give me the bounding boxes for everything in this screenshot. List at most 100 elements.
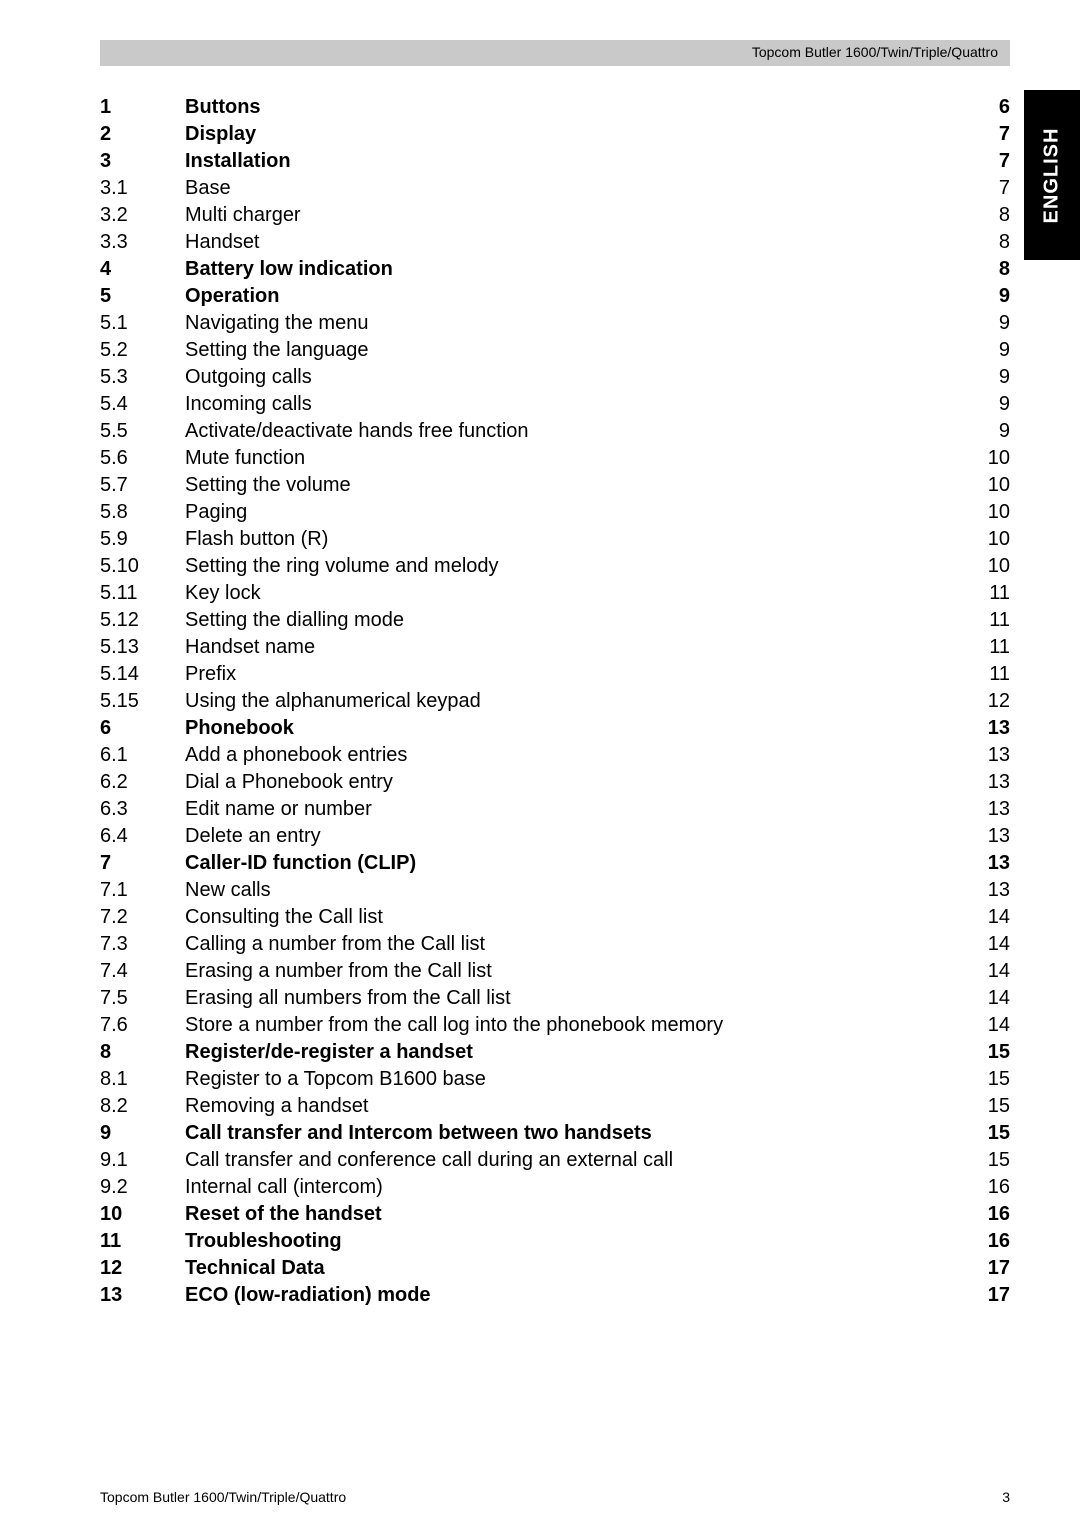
toc-number: 3.2	[100, 202, 185, 229]
toc-row: 9.1Call transfer and conference call dur…	[100, 1147, 1010, 1174]
toc-number: 1	[100, 94, 185, 121]
toc-number: 7.2	[100, 904, 185, 931]
toc-title: Troubleshooting	[185, 1228, 970, 1255]
toc-page: 9	[970, 391, 1010, 418]
toc-title: Activate/deactivate hands free function	[185, 418, 970, 445]
toc-row: 7.1New calls13	[100, 877, 1010, 904]
toc-page: 14	[970, 985, 1010, 1012]
toc-title: Buttons	[185, 94, 970, 121]
toc-page: 10	[970, 499, 1010, 526]
toc-title: Erasing a number from the Call list	[185, 958, 970, 985]
toc-title: Erasing all numbers from the Call list	[185, 985, 970, 1012]
toc-number: 13	[100, 1282, 185, 1309]
toc-page: 17	[970, 1255, 1010, 1282]
toc-row: 2Display7	[100, 121, 1010, 148]
header-bar: Topcom Butler 1600/Twin/Triple/Quattro	[100, 40, 1010, 66]
toc-page: 14	[970, 958, 1010, 985]
toc-row: 5.13Handset name11	[100, 634, 1010, 661]
toc-title: Phonebook	[185, 715, 970, 742]
toc-number: 10	[100, 1201, 185, 1228]
toc-row: 5.4Incoming calls9	[100, 391, 1010, 418]
toc-row: 4Battery low indication8	[100, 256, 1010, 283]
toc-page: 11	[970, 607, 1010, 634]
toc-page: 10	[970, 553, 1010, 580]
toc-page: 13	[970, 742, 1010, 769]
toc-number: 12	[100, 1255, 185, 1282]
toc-page: 13	[970, 850, 1010, 877]
toc-number: 7	[100, 850, 185, 877]
toc-number: 5.13	[100, 634, 185, 661]
toc-number: 7.1	[100, 877, 185, 904]
toc-row: 8.2Removing a handset15	[100, 1093, 1010, 1120]
toc-page: 14	[970, 904, 1010, 931]
toc-row: 8.1Register to a Topcom B1600 base15	[100, 1066, 1010, 1093]
toc-number: 8.2	[100, 1093, 185, 1120]
toc-row: 5.7Setting the volume10	[100, 472, 1010, 499]
toc-number: 5.9	[100, 526, 185, 553]
toc-page: 9	[970, 337, 1010, 364]
toc-page: 15	[970, 1120, 1010, 1147]
toc-page: 13	[970, 796, 1010, 823]
toc-title: Prefix	[185, 661, 970, 688]
toc-page: 13	[970, 823, 1010, 850]
toc-number: 8	[100, 1039, 185, 1066]
toc-number: 9.1	[100, 1147, 185, 1174]
toc-title: Call transfer and conference call during…	[185, 1147, 970, 1174]
toc-row: 6.1Add a phonebook entries13	[100, 742, 1010, 769]
toc-page: 9	[970, 310, 1010, 337]
toc-title: Key lock	[185, 580, 970, 607]
toc-row: 5.8Paging10	[100, 499, 1010, 526]
toc-number: 7.5	[100, 985, 185, 1012]
toc-title: Flash button (R)	[185, 526, 970, 553]
toc-row: 13ECO (low-radiation) mode17	[100, 1282, 1010, 1309]
toc-title: Multi charger	[185, 202, 970, 229]
toc-title: Base	[185, 175, 970, 202]
toc-page: 15	[970, 1147, 1010, 1174]
toc-title: Using the alphanumerical keypad	[185, 688, 970, 715]
toc-title: Edit name or number	[185, 796, 970, 823]
toc-row: 11Troubleshooting16	[100, 1228, 1010, 1255]
toc-page: 7	[970, 148, 1010, 175]
toc-title: Handset	[185, 229, 970, 256]
page: ENGLISH Topcom Butler 1600/Twin/Triple/Q…	[0, 0, 1080, 1527]
toc-row: 9.2Internal call (intercom)16	[100, 1174, 1010, 1201]
toc-title: Handset name	[185, 634, 970, 661]
toc-number: 6.4	[100, 823, 185, 850]
toc-row: 6.3Edit name or number13	[100, 796, 1010, 823]
toc-number: 5.11	[100, 580, 185, 607]
language-tab: ENGLISH	[1024, 90, 1080, 260]
toc-page: 17	[970, 1282, 1010, 1309]
toc-row: 6Phonebook13	[100, 715, 1010, 742]
toc-number: 7.4	[100, 958, 185, 985]
toc-number: 5	[100, 283, 185, 310]
toc-row: 5.1Navigating the menu9	[100, 310, 1010, 337]
toc-number: 8.1	[100, 1066, 185, 1093]
toc-title: Mute function	[185, 445, 970, 472]
toc-number: 7.6	[100, 1012, 185, 1039]
toc-number: 5.15	[100, 688, 185, 715]
toc-number: 5.4	[100, 391, 185, 418]
toc-page: 11	[970, 580, 1010, 607]
toc-title: Battery low indication	[185, 256, 970, 283]
toc-page: 10	[970, 526, 1010, 553]
footer: Topcom Butler 1600/Twin/Triple/Quattro 3	[100, 1489, 1010, 1505]
toc-number: 2	[100, 121, 185, 148]
toc-title: Operation	[185, 283, 970, 310]
toc-page: 11	[970, 634, 1010, 661]
toc-number: 6.2	[100, 769, 185, 796]
toc-row: 5.12Setting the dialling mode11	[100, 607, 1010, 634]
toc-row: 3.2Multi charger8	[100, 202, 1010, 229]
toc-number: 5.14	[100, 661, 185, 688]
toc-title: Register/de-register a handset	[185, 1039, 970, 1066]
toc-row: 5.3Outgoing calls9	[100, 364, 1010, 391]
toc-title: Delete an entry	[185, 823, 970, 850]
toc-number: 3.1	[100, 175, 185, 202]
toc-number: 6.3	[100, 796, 185, 823]
toc-number: 9	[100, 1120, 185, 1147]
toc-row: 7.3Calling a number from the Call list14	[100, 931, 1010, 958]
table-of-contents: 1Buttons62Display73Installation73.1Base7…	[100, 94, 1010, 1309]
toc-number: 5.10	[100, 553, 185, 580]
toc-title: Setting the volume	[185, 472, 970, 499]
toc-page: 14	[970, 1012, 1010, 1039]
toc-page: 15	[970, 1039, 1010, 1066]
